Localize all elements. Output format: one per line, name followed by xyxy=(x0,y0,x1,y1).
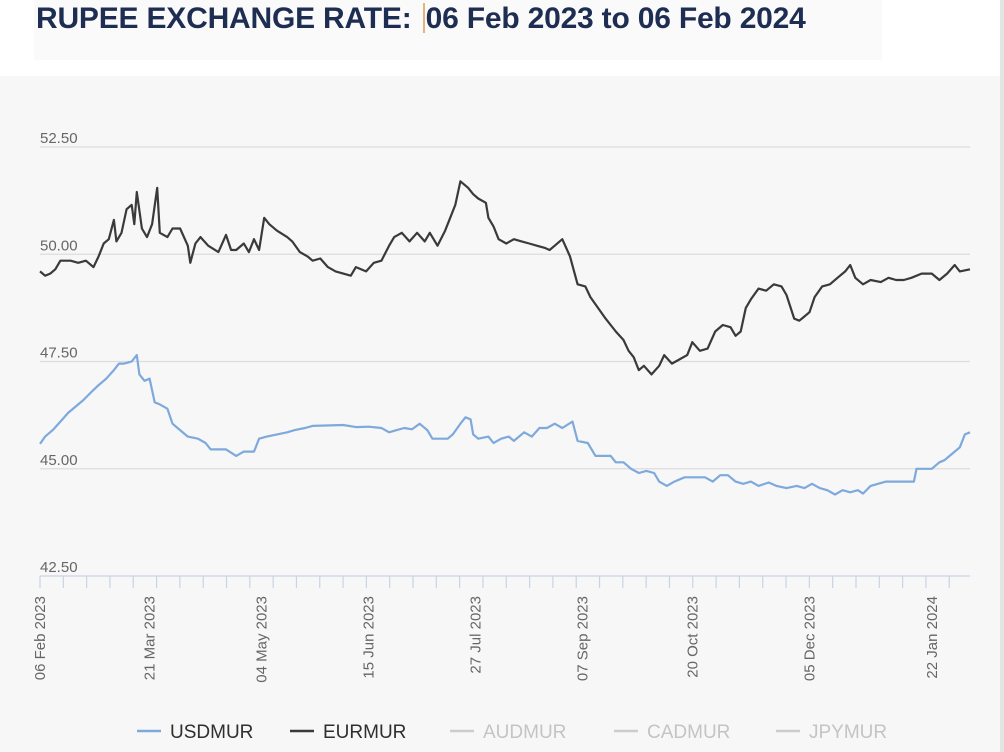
x-tick-label: 20 Oct 2023 xyxy=(684,596,701,678)
legend-label: USDMUR xyxy=(170,722,253,743)
x-tick-label: 05 Dec 2023 xyxy=(801,596,818,681)
legend-label: JPYMUR xyxy=(809,722,887,743)
x-tick-label: 07 Sep 2023 xyxy=(575,596,592,681)
x-tick-label: 15 Jun 2023 xyxy=(361,596,378,679)
legend-label: CADMUR xyxy=(647,722,730,743)
y-tick-label: 42.50 xyxy=(40,559,78,576)
x-tick-label: 04 May 2023 xyxy=(254,596,271,683)
legend-item-cadmur[interactable]: CADMUR xyxy=(614,722,730,743)
page-title: RUPEE EXCHANGE RATE: 06 Feb 2023 to 06 F… xyxy=(36,2,806,36)
legend-item-eurmur[interactable]: EURMUR xyxy=(290,722,406,743)
legend-item-audmur[interactable]: AUDMUR xyxy=(450,722,566,743)
y-tick-label: 47.50 xyxy=(40,345,78,362)
legend-label: AUDMUR xyxy=(483,722,566,743)
x-tick-label: 06 Feb 2023 xyxy=(32,596,49,680)
x-tick-label: 22 Jan 2024 xyxy=(924,596,941,679)
legend-item-usdmur[interactable]: USDMUR xyxy=(137,722,253,743)
y-tick-label: 45.00 xyxy=(40,452,78,469)
title-prefix: RUPEE EXCHANGE RATE: xyxy=(36,2,420,35)
title-date-range: 06 Feb 2023 to 06 Feb 2024 xyxy=(425,2,806,35)
title-bar xyxy=(34,0,882,60)
window-edge xyxy=(1000,0,1004,752)
legend-item-jpymur[interactable]: JPYMUR xyxy=(776,722,887,743)
series-line-eurmur xyxy=(39,180,971,376)
y-tick-label: 50.00 xyxy=(40,237,78,254)
series-line-usdmur xyxy=(39,354,971,496)
chart-panel xyxy=(0,76,1000,752)
text-cursor xyxy=(422,3,425,33)
x-tick-label: 27 Jul 2023 xyxy=(468,596,485,674)
y-tick-label: 52.50 xyxy=(40,130,78,147)
x-tick-label: 21 Mar 2023 xyxy=(142,596,159,680)
legend-label: EURMUR xyxy=(323,722,406,743)
